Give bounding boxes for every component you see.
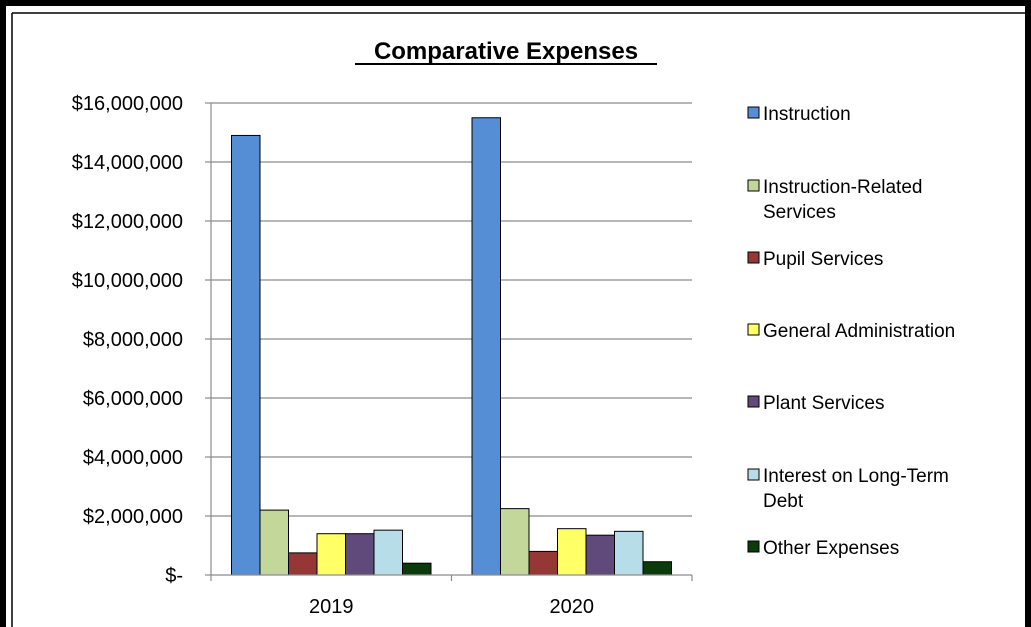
- y-tick-label: $12,000,000: [72, 211, 183, 233]
- legend-swatch: [747, 251, 760, 264]
- chart-title: Comparative Expenses: [374, 38, 638, 65]
- bar-instruction-related-services-2020: [500, 508, 530, 576]
- x-tick-label: 2020: [550, 596, 595, 618]
- legend-swatch: [747, 395, 760, 408]
- legend: Instruction Instruction-Related Services Pu…: [747, 104, 955, 559]
- legend-swatch: [747, 323, 760, 336]
- y-tick-label: $14,000,000: [72, 152, 183, 174]
- y-tick-label: $6,000,000: [83, 388, 183, 410]
- y-tick-label: $16,000,000: [72, 93, 183, 115]
- bar-plant-services-2019: [345, 533, 375, 576]
- legend-label: Debt: [763, 491, 804, 512]
- bar-instruction-2019: [231, 134, 261, 576]
- bar-plant-services-2020: [585, 534, 615, 576]
- gridlines: [211, 102, 692, 517]
- x-tick-label: 2019: [309, 596, 354, 618]
- bar-pupil-services-2020: [528, 550, 558, 576]
- y-tick-label: $10,000,000: [72, 270, 183, 292]
- legend-swatch: [747, 179, 760, 192]
- legend-label: Instruction: [763, 104, 851, 125]
- y-tick-label: $8,000,000: [83, 329, 183, 351]
- bar-instruction-related-services-2019: [259, 509, 289, 576]
- x-axis: 2019 2020: [210, 574, 693, 618]
- y-tick-label: $2,000,000: [83, 506, 183, 528]
- bar-interest-on-long-term-debt-2019: [373, 529, 403, 576]
- bar-other-expenses-2019: [402, 562, 432, 576]
- legend-label: Services: [763, 202, 836, 223]
- legend-label: General Administration: [763, 321, 955, 342]
- bars: [231, 117, 672, 576]
- legend-swatch: [747, 468, 760, 481]
- legend-label: Instruction-Related: [763, 177, 922, 198]
- y-tick-label: $-: [165, 565, 183, 587]
- legend-label: Interest on Long-Term: [763, 466, 949, 487]
- legend-swatch: [747, 106, 760, 119]
- y-tick-label: $4,000,000: [83, 447, 183, 469]
- bar-other-expenses-2020: [642, 561, 672, 576]
- legend-label: Plant Services: [763, 393, 884, 414]
- bar-general-administration-2019: [316, 533, 346, 576]
- y-axis: $- $2,000,000 $4,000,000 $6,000,000 $8,000,0…: [72, 93, 212, 587]
- bar-pupil-services-2019: [288, 552, 318, 576]
- bar-general-administration-2020: [557, 528, 587, 576]
- bar-interest-on-long-term-debt-2020: [614, 530, 644, 576]
- legend-label: Pupil Services: [763, 249, 883, 270]
- legend-label: Other Expenses: [763, 538, 899, 559]
- legend-swatch: [747, 540, 760, 553]
- bar-instruction-2020: [471, 117, 501, 576]
